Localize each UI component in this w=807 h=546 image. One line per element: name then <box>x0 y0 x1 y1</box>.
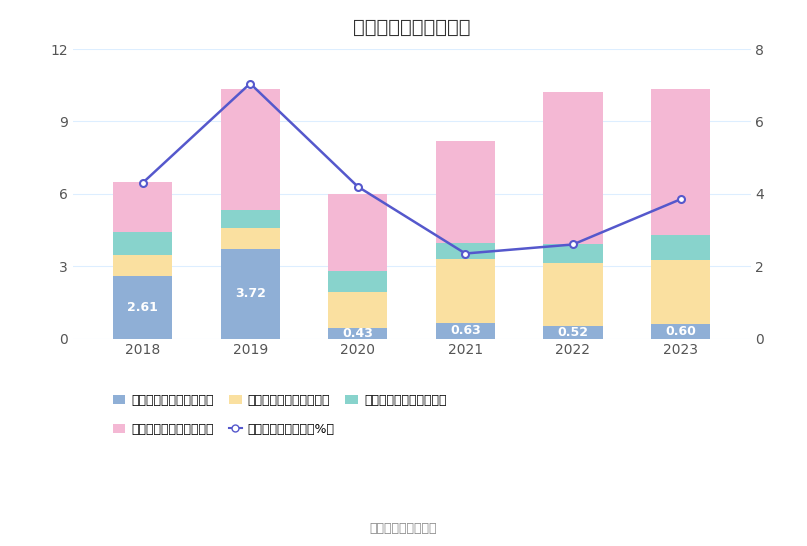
Bar <box>113 276 172 339</box>
Bar <box>220 228 280 249</box>
Bar <box>220 89 280 210</box>
Bar <box>543 263 603 326</box>
Text: 3.72: 3.72 <box>235 287 266 300</box>
Bar <box>113 182 172 232</box>
Bar <box>328 194 387 271</box>
Title: 历年期间费用变化情况: 历年期间费用变化情况 <box>353 17 470 37</box>
Bar <box>651 260 710 324</box>
Text: 2.61: 2.61 <box>128 300 158 313</box>
Bar <box>328 292 387 328</box>
Bar <box>651 89 710 235</box>
Bar <box>543 326 603 339</box>
Text: 0.52: 0.52 <box>558 326 588 339</box>
Bar <box>220 210 280 228</box>
Bar <box>651 324 710 339</box>
Bar <box>436 242 495 259</box>
Bar <box>543 244 603 263</box>
Bar <box>651 235 710 260</box>
Bar <box>436 141 495 242</box>
Bar <box>436 323 495 339</box>
Bar <box>328 271 387 292</box>
Text: 0.60: 0.60 <box>665 325 696 338</box>
Bar <box>328 328 387 339</box>
Text: 0.63: 0.63 <box>450 324 481 337</box>
Bar <box>436 259 495 323</box>
Legend: 左轴：研发费用（亿元）, 右轴：期间费用率（%）: 左轴：研发费用（亿元）, 右轴：期间费用率（%） <box>113 423 335 436</box>
Text: 0.43: 0.43 <box>342 327 373 340</box>
Bar <box>113 232 172 255</box>
Bar <box>113 255 172 276</box>
Text: 数据来源：恒生聚源: 数据来源：恒生聚源 <box>370 522 437 535</box>
Bar <box>543 92 603 244</box>
Bar <box>220 249 280 339</box>
